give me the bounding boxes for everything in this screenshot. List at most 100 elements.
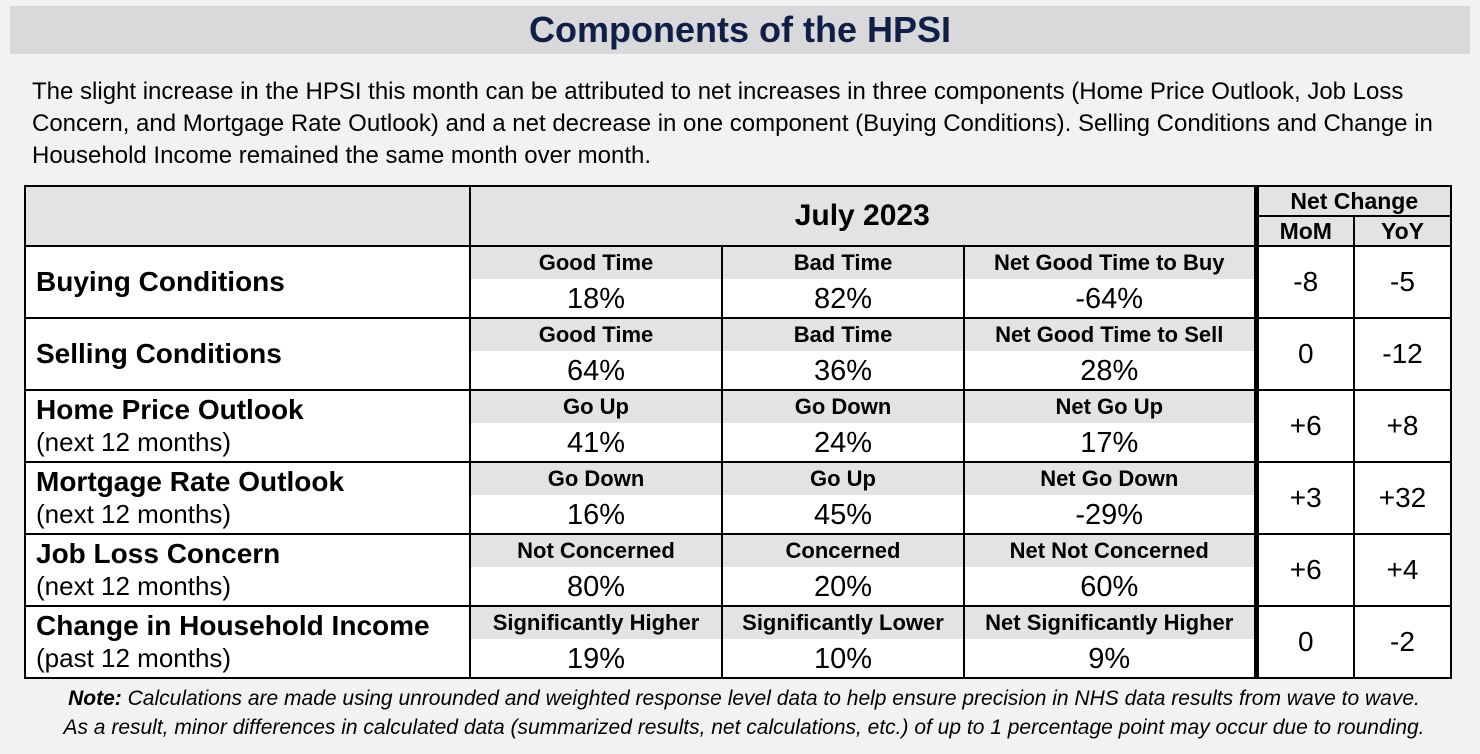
response-cell: Bad Time 82%: [721, 245, 965, 319]
mom-change: -8: [1253, 245, 1355, 319]
table-row: Home Price Outlook (next 12 months) Go Up 4…: [24, 389, 1452, 463]
response-label: Good Time: [472, 320, 720, 351]
header-blank-cell: [24, 185, 471, 247]
response-label: Good Time: [472, 248, 720, 279]
response-value: 24%: [813, 427, 873, 459]
response-label: Bad Time: [724, 320, 962, 351]
yoy-change: +4: [1353, 533, 1452, 607]
response-value: 64%: [566, 355, 626, 387]
response-value: 18%: [566, 283, 626, 315]
response-value: -29%: [1075, 499, 1144, 531]
response-cell: Go Up 45%: [721, 461, 965, 535]
component-name: Change in Household Income: [36, 610, 430, 641]
response-value: 19%: [566, 643, 626, 675]
response-cell: Go Down 16%: [469, 461, 723, 535]
response-cell: Concerned 20%: [721, 533, 965, 607]
mom-change: 0: [1253, 317, 1355, 391]
response-value: 36%: [813, 355, 873, 387]
component-name: Mortgage Rate Outlook: [36, 466, 345, 497]
page-title: Components of the HPSI: [529, 9, 951, 50]
component-name-cell: Job Loss Concern (next 12 months): [24, 533, 471, 607]
mom-change: +6: [1253, 389, 1355, 463]
response-cell: Go Down 24%: [721, 389, 965, 463]
title-bar: Components of the HPSI: [10, 6, 1470, 54]
component-name-cell: Change in Household Income (past 12 month…: [24, 605, 471, 679]
component-name-cell: Selling Conditions: [24, 317, 471, 391]
response-cell: Not Concerned 80%: [469, 533, 723, 607]
response-label: Net Not Concerned: [966, 536, 1254, 567]
response-label: Not Concerned: [472, 536, 720, 567]
response-label: Net Go Up: [966, 392, 1254, 423]
response-value: 45%: [813, 499, 873, 531]
component-name: Job Loss Concern: [36, 538, 281, 569]
intro-paragraph: The slight increase in the HPSI this mon…: [32, 78, 1433, 169]
response-label: Net Go Down: [966, 464, 1254, 495]
yoy-change: +8: [1353, 389, 1452, 463]
note-label: Note:: [68, 687, 122, 710]
period-header: July 2023: [469, 185, 1257, 247]
hpsi-components-table: July 2023 Net Change MoM YoY Buying Cond…: [24, 185, 1452, 679]
response-cell: Go Up 41%: [469, 389, 723, 463]
response-label: Bad Time: [724, 248, 962, 279]
yoy-change: -12: [1353, 317, 1452, 391]
yoy-change: +32: [1353, 461, 1452, 535]
response-cell: Significantly Higher 19%: [469, 605, 723, 679]
response-label: Significantly Lower: [724, 608, 962, 639]
response-cell: Net Go Up 17%: [963, 389, 1257, 463]
component-period: (past 12 months): [36, 643, 232, 673]
table-row: Mortgage Rate Outlook (next 12 months) Go …: [24, 461, 1452, 535]
response-value: 10%: [813, 643, 873, 675]
response-value: 82%: [813, 283, 873, 315]
table-row: Selling Conditions Good Time 64% Bad Time 36…: [24, 317, 1452, 391]
response-value: 20%: [813, 571, 873, 603]
component-name-cell: Mortgage Rate Outlook (next 12 months): [24, 461, 471, 535]
table-row: Job Loss Concern (next 12 months) Not Conc…: [24, 533, 1452, 607]
component-name: Selling Conditions: [36, 338, 282, 369]
response-label: Net Good Time to Buy: [966, 248, 1254, 279]
component-period: (next 12 months): [36, 427, 232, 457]
component-name-cell: Buying Conditions: [24, 245, 471, 319]
response-cell: Net Go Down -29%: [963, 461, 1257, 535]
response-value: -64%: [1075, 283, 1144, 315]
response-value: 9%: [1088, 643, 1131, 675]
response-value: 60%: [1080, 571, 1139, 603]
response-label: Concerned: [724, 536, 962, 567]
mom-change: +6: [1253, 533, 1355, 607]
table-row: Change in Household Income (past 12 month…: [24, 605, 1452, 679]
response-label: Net Good Time to Sell: [966, 320, 1254, 351]
response-cell: Bad Time 36%: [721, 317, 965, 391]
response-cell: Good Time 18%: [469, 245, 723, 319]
component-name: Buying Conditions: [36, 266, 285, 297]
note-line-2: As a result, minor differences in calcul…: [63, 716, 1425, 739]
response-label: Go Up: [724, 464, 962, 495]
response-value: 41%: [566, 427, 626, 459]
response-label: Go Down: [724, 392, 962, 423]
component-period: (next 12 months): [36, 499, 232, 529]
response-value: 28%: [1080, 355, 1139, 387]
net-change-header: Net Change: [1253, 185, 1452, 217]
component-period: (next 12 months): [36, 571, 232, 601]
response-label: Go Up: [472, 392, 720, 423]
response-value: 16%: [566, 499, 626, 531]
response-cell: Net Good Time to Sell 28%: [963, 317, 1257, 391]
component-name: Home Price Outlook: [36, 394, 304, 425]
yoy-change: -5: [1353, 245, 1452, 319]
response-cell: Significantly Lower 10%: [721, 605, 965, 679]
response-cell: Good Time 64%: [469, 317, 723, 391]
response-value: 80%: [566, 571, 626, 603]
table-row: Buying Conditions Good Time 18% Bad Time 82%…: [24, 245, 1452, 319]
mom-header: MoM: [1253, 215, 1355, 247]
mom-change: 0: [1253, 605, 1355, 679]
response-label: Net Significantly Higher: [966, 608, 1254, 639]
response-cell: Net Not Concerned 60%: [963, 533, 1257, 607]
yoy-header: YoY: [1353, 215, 1452, 247]
table-body: July 2023 Net Change MoM YoY Buying Cond…: [24, 185, 1452, 679]
response-label: Significantly Higher: [472, 608, 720, 639]
response-value: 17%: [1080, 427, 1139, 459]
response-cell: Net Good Time to Buy -64%: [963, 245, 1257, 319]
note-line-1: Calculations are made using unrounded an…: [127, 687, 1420, 710]
component-name-cell: Home Price Outlook (next 12 months): [24, 389, 471, 463]
response-cell: Net Significantly Higher 9%: [963, 605, 1257, 679]
yoy-change: -2: [1353, 605, 1452, 679]
mom-change: +3: [1253, 461, 1355, 535]
